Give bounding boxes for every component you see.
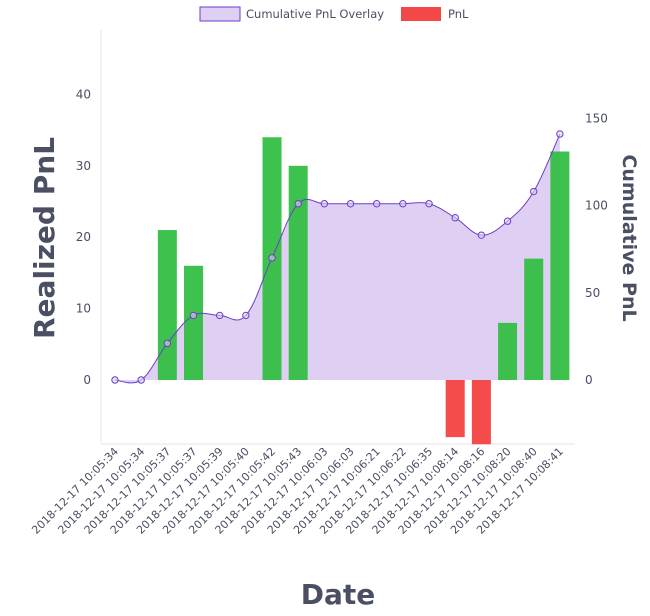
y2-tick-label: 100 xyxy=(585,199,608,213)
cumulative-area xyxy=(115,133,560,383)
cumulative-point[interactable] xyxy=(425,200,433,208)
cumulative-point[interactable] xyxy=(163,339,172,348)
cumulative-point[interactable] xyxy=(346,200,355,208)
cumulative-point[interactable] xyxy=(530,187,538,196)
cumulative-line-layer xyxy=(111,130,564,384)
y2-axis-title: Cumulative PnL xyxy=(618,154,640,321)
legend-label-pnl: PnL xyxy=(448,7,469,21)
y2-tick-labels: 0 50 100 150 xyxy=(585,111,608,387)
pnl-bar[interactable] xyxy=(445,380,465,438)
cumulative-point[interactable] xyxy=(215,311,224,320)
cumulative-point[interactable] xyxy=(451,214,459,222)
y-tick-label: 10 xyxy=(76,302,91,316)
y2-tick-label: 0 xyxy=(585,373,593,387)
y-tick-label: 0 xyxy=(83,373,91,387)
y-tick-label: 30 xyxy=(76,159,91,173)
cumulative-point[interactable] xyxy=(137,376,145,384)
legend-label-cumulative: Cumulative PnL Overlay xyxy=(246,7,384,21)
y-tick-label: 40 xyxy=(76,87,91,101)
cumulative-point[interactable] xyxy=(320,200,329,208)
cumulative-point[interactable] xyxy=(477,231,486,239)
pnl-bar[interactable] xyxy=(524,258,544,380)
cumulative-point[interactable] xyxy=(373,200,381,208)
legend-swatch-cumulative xyxy=(199,6,241,22)
y-axis-title: Realized PnL xyxy=(28,137,61,339)
y2-tick-label: 50 xyxy=(585,286,600,300)
legend[interactable]: Cumulative PnL Overlay PnL xyxy=(199,6,469,22)
legend-swatch-pnl xyxy=(401,7,441,21)
cumulative-point[interactable] xyxy=(111,376,119,384)
cumulative-point[interactable] xyxy=(268,254,276,262)
pnl-bar[interactable] xyxy=(184,265,204,380)
pnl-bar[interactable] xyxy=(471,380,491,445)
pnl-bar[interactable] xyxy=(157,230,177,380)
pnl-bar[interactable] xyxy=(550,151,570,380)
cumulative-point[interactable] xyxy=(503,217,512,225)
cumulative-point[interactable] xyxy=(242,311,250,320)
y-tick-labels: 0 10 20 30 40 xyxy=(76,87,91,387)
cumulative-point[interactable] xyxy=(556,130,564,138)
cumulative-point[interactable] xyxy=(294,200,302,208)
cumulative-area-layer xyxy=(115,133,560,383)
pnl-bar[interactable] xyxy=(288,165,308,380)
pnl-bar[interactable] xyxy=(498,322,518,380)
cumulative-point[interactable] xyxy=(399,200,407,208)
y2-tick-label: 150 xyxy=(585,111,608,125)
y-tick-label: 20 xyxy=(76,230,91,244)
cumulative-point[interactable] xyxy=(189,311,198,320)
x-axis-title: Date xyxy=(301,578,376,611)
